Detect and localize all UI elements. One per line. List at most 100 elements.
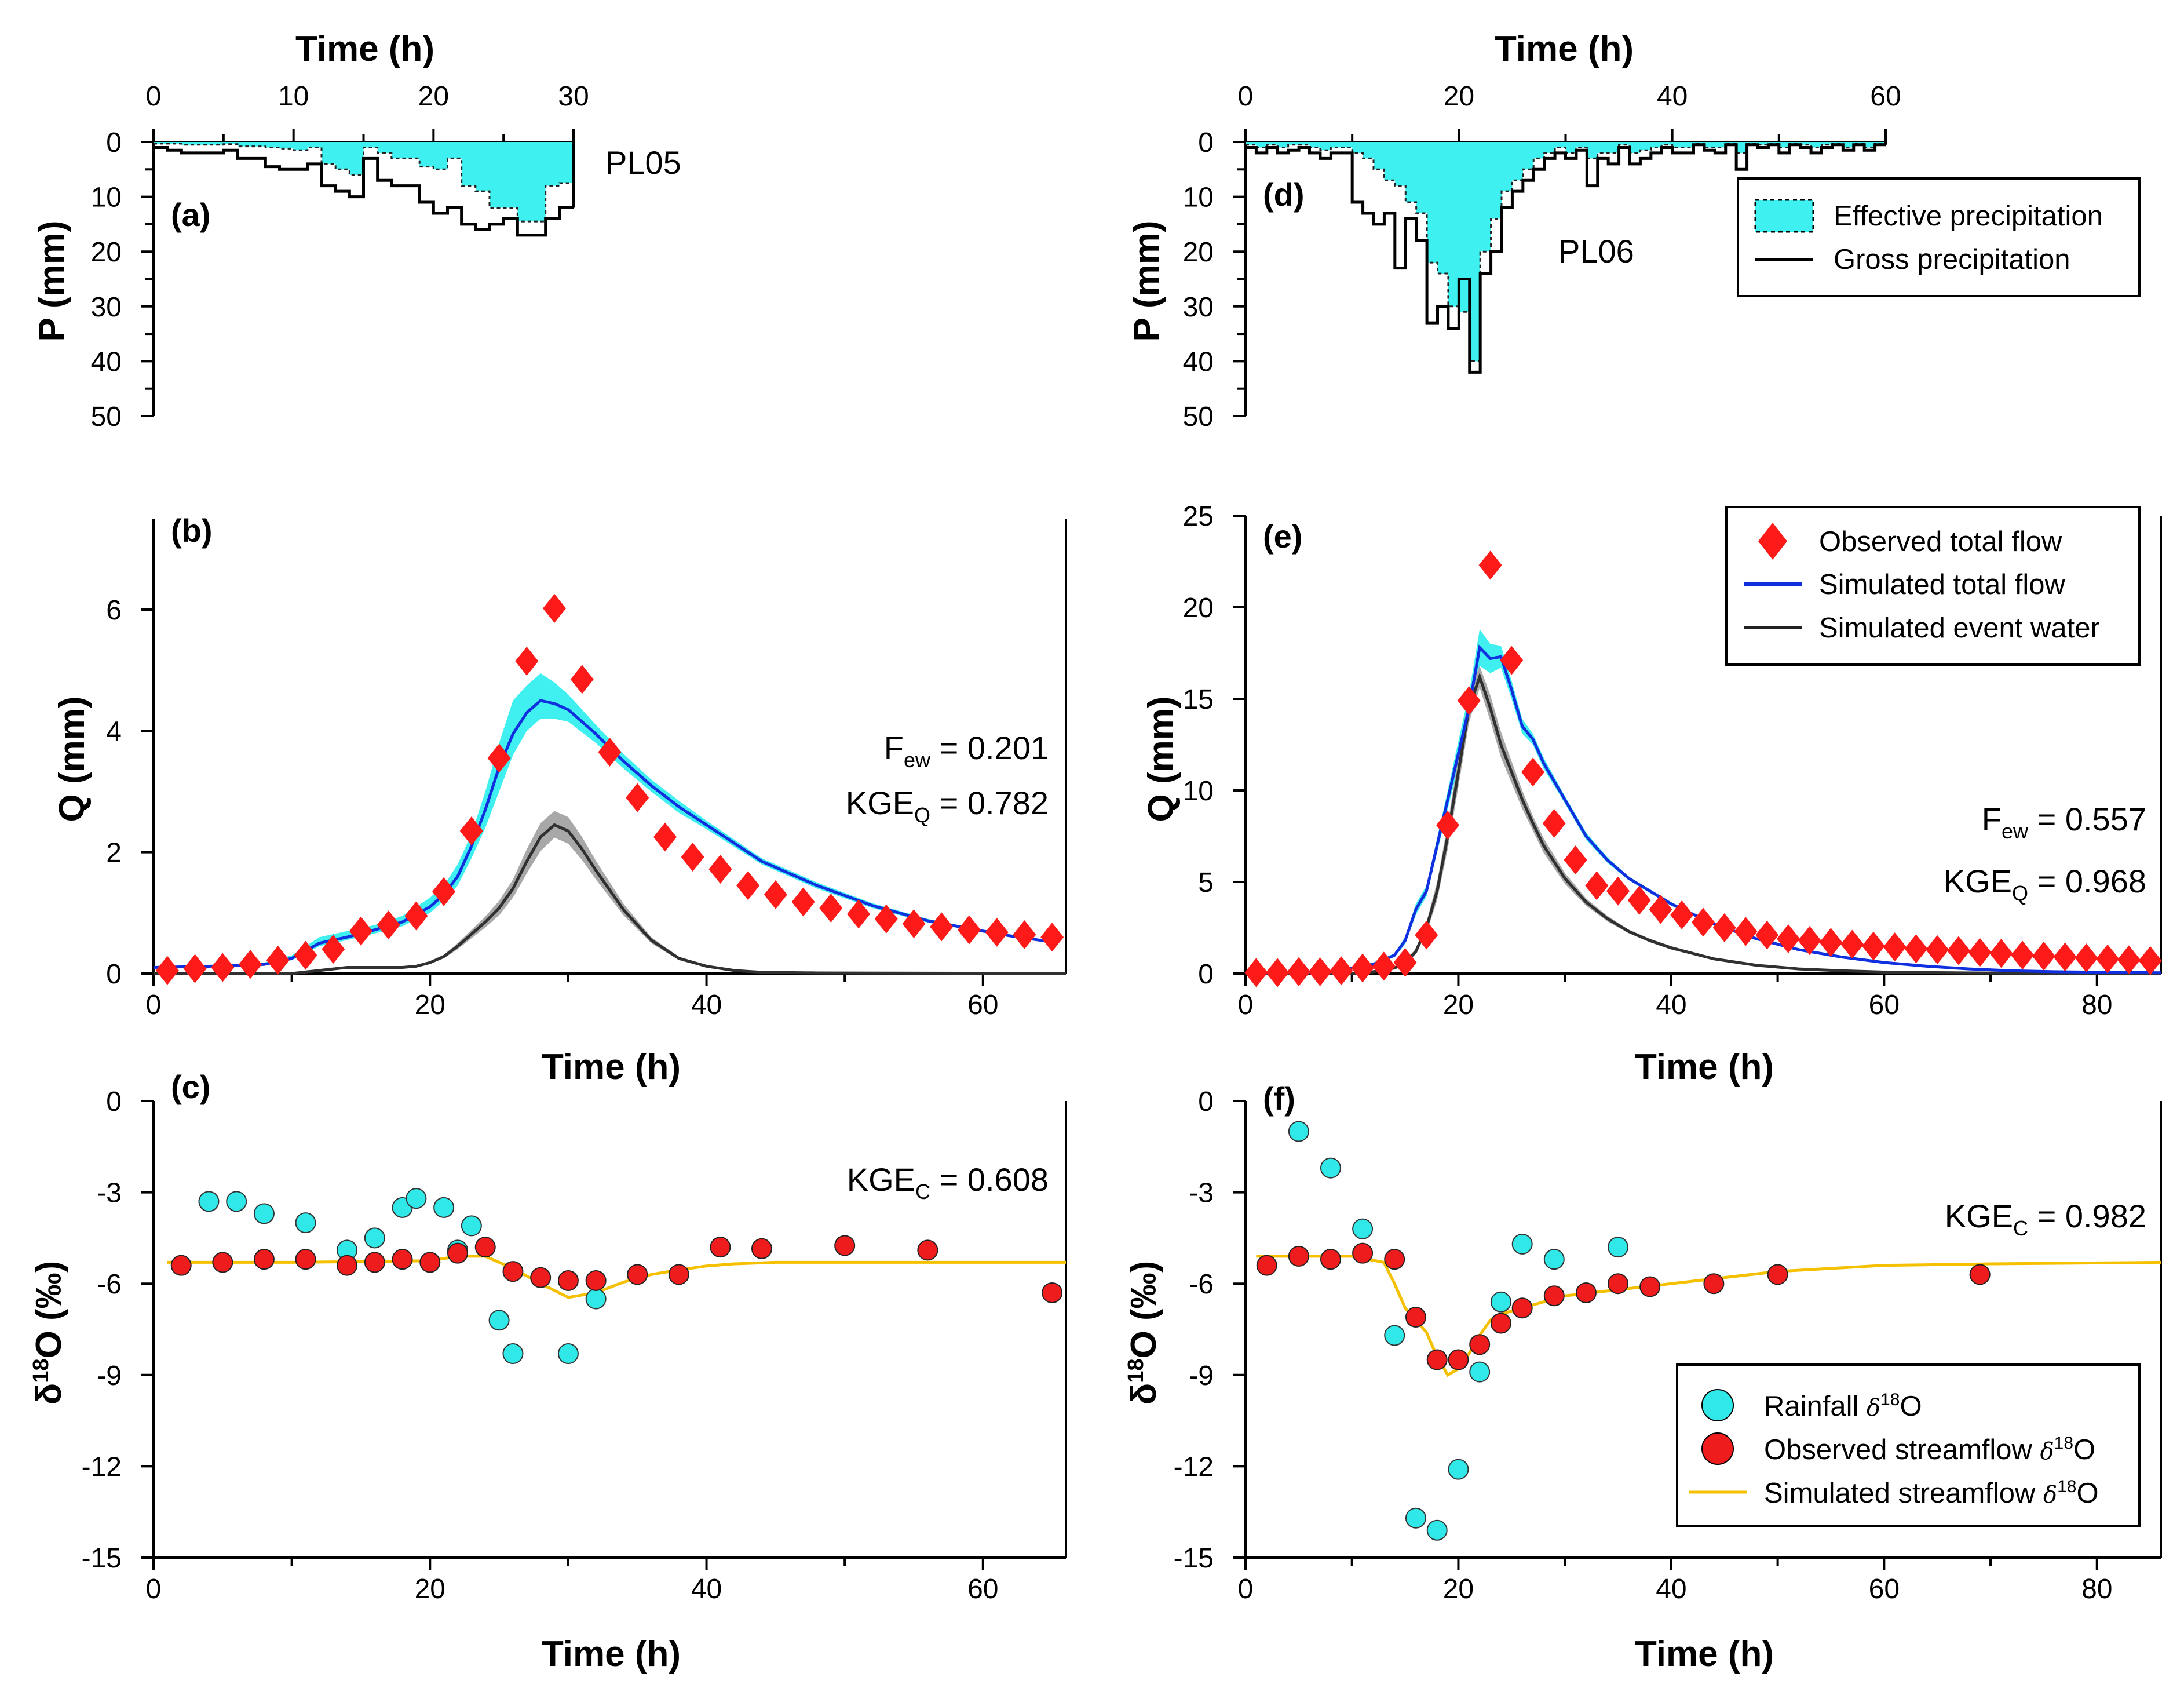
kge-c-symbol-c: KGE [847, 1161, 915, 1198]
observed-d18o-point-f [1969, 1264, 1991, 1285]
x-tick-label-e: 60 [1869, 990, 1900, 1020]
rainfall-d18o-point-c [253, 1203, 275, 1224]
y-axis-title-b: Q (mm) [52, 697, 92, 822]
observed-d18o-point-f [1490, 1313, 1511, 1334]
effective-precip-outline-a [154, 143, 574, 223]
event-label-pl06: PL06 [1558, 233, 1634, 269]
legend-sim-event-label: Simulated event water [1819, 613, 2100, 644]
observed-flow-point-e [1372, 951, 1396, 981]
isotope-series-f [1256, 1121, 2161, 1541]
sim-event-line-b [154, 823, 1067, 975]
observed-flow-point-e [1946, 936, 1970, 965]
observed-flow-point-e [1606, 876, 1630, 906]
y-tick-label-e: 5 [1198, 867, 1214, 898]
gross-precip-line-a [154, 145, 574, 237]
observed-d18o-point-f [1608, 1273, 1629, 1295]
observed-d18o-point-c [557, 1270, 579, 1291]
y-tick-label-c: -3 [97, 1178, 122, 1209]
observed-flow-point-e [1457, 686, 1481, 716]
sim-total-uncertainty-band-b [154, 673, 1053, 969]
x-tick-label-c: 40 [691, 1574, 722, 1605]
observed-d18o-point-f [1352, 1242, 1374, 1264]
y-tick-label-c: -12 [82, 1452, 122, 1482]
y-tick-label-a: 30 [91, 292, 122, 323]
observed-flow-point-b [819, 893, 843, 923]
kge-c-value-c: = 0.608 [930, 1161, 1049, 1198]
axes-e: 0 20 40 60 80 0 5 10 15 20 25 [1183, 501, 2162, 1020]
observed-flow-point-e [2011, 940, 2035, 970]
observed-flow-point-b [847, 899, 871, 929]
legend-observed-d18o-marker [1701, 1432, 1734, 1465]
x-tick-label-c: 0 [146, 1574, 162, 1605]
observed-flow-point-b [404, 901, 428, 931]
y-tick-label-a: 40 [91, 347, 122, 377]
y-axis-title-f-rest: O (‰) [1124, 1261, 1164, 1359]
x-tick-label-f: 20 [1443, 1574, 1474, 1605]
y-tick-label-a: 10 [91, 183, 122, 213]
kge-c-value-f: = 0.982 [2028, 1198, 2146, 1234]
observed-d18o-point-f [1469, 1334, 1491, 1355]
x-tick-label-f: 80 [2081, 1574, 2112, 1605]
y-tick-label-e: 25 [1183, 501, 1214, 532]
kge-q-subscript-e: Q [2012, 881, 2028, 905]
rainfall-d18o-point-c [502, 1343, 524, 1365]
kge-c-annotation-f: KGEC = 0.982 [1945, 1198, 2146, 1240]
legend-observed-delta: δ [2040, 1438, 2054, 1465]
observed-flow-point-e [2117, 945, 2141, 975]
observed-flow-point-e [1308, 957, 1332, 986]
y-tick-label-f: -3 [1189, 1178, 1214, 1209]
y-axis-title-c-sup: 18 [29, 1358, 53, 1383]
x-tick-label-b: 20 [415, 990, 445, 1020]
panel-f: Time (h) δ18O (‰) (f) KGEC = 0.982 Rainf… [1124, 1080, 2146, 1674]
panel-label-c: (c) [171, 1069, 210, 1105]
legend-rainfall-o: O [1900, 1391, 1922, 1422]
observed-d18o-point-c [710, 1237, 731, 1258]
y-tick-label-e: 20 [1183, 593, 1214, 624]
observed-flow-point-b [708, 854, 732, 884]
observed-d18o-point-f [1256, 1255, 1277, 1276]
observed-d18o-point-f [1288, 1245, 1309, 1267]
rainfall-d18o-point-f [1490, 1291, 1511, 1313]
y-tick-label-b: 4 [106, 716, 122, 747]
observed-flow-point-e [1798, 926, 1821, 956]
kge-q-symbol-e: KGE [1944, 863, 2012, 899]
rainfall-d18o-point-c [406, 1188, 427, 1209]
legend-sim-total-label: Simulated total flow [1819, 569, 2065, 600]
x-tick-label-b: 40 [691, 990, 722, 1020]
rainfall-d18o-point-c [433, 1197, 455, 1218]
observed-flow-point-b [266, 945, 290, 975]
isotope-series-c [167, 1188, 1066, 1365]
y-axis-title-e: Q (mm) [1141, 697, 1181, 822]
legend-simulated-sup: 18 [2057, 1477, 2076, 1496]
observed-flow-point-b [930, 912, 954, 942]
x-tick-label-f: 0 [1238, 1574, 1254, 1605]
rainfall-d18o-point-c [585, 1288, 607, 1310]
observed-d18o-point-c [668, 1264, 689, 1285]
rainfall-d18o-point-f [1288, 1121, 1309, 1142]
observed-flow-point-b [626, 783, 649, 812]
legend-effective-label: Effective precipitation [1834, 200, 2103, 232]
x-tick-label-a: 10 [278, 81, 309, 112]
rainfall-d18o-point-f [1469, 1361, 1491, 1383]
observed-flow-point-e [1883, 932, 1907, 962]
observed-d18o-point-c [585, 1270, 607, 1291]
x-tick-label-f: 40 [1656, 1574, 1686, 1605]
axes-f: 0 20 40 60 80 0 -3 -6 -9 -12 -15 [1174, 1087, 2162, 1605]
legend-rainfall-word: Rainfall [1764, 1391, 1867, 1422]
few-annotation-e: Few = 0.557 [1982, 801, 2146, 843]
panel-b: Time (h) Q (mm) (b) Few = 0.201 KGEQ = 0… [52, 512, 1049, 1087]
rainfall-d18o-point-f [1511, 1233, 1533, 1255]
axes-c: 0 20 40 60 0 -3 -6 -9 -12 -15 [82, 1087, 1067, 1605]
y-tick-label-b: 2 [106, 838, 122, 869]
rainfall-d18o-point-f [1352, 1218, 1374, 1239]
x-axis-title-e: Time (h) [1635, 1047, 1774, 1087]
observed-d18o-point-c [364, 1252, 385, 1273]
kge-q-subscript-b: Q [914, 803, 930, 827]
observed-flow-point-b [902, 909, 926, 939]
kge-c-symbol-f: KGE [1945, 1198, 2013, 1234]
x-axis-title-d: Time (h) [1495, 29, 1634, 69]
rainfall-d18o-point-c [226, 1191, 247, 1212]
observed-flow-point-e [1734, 917, 1758, 946]
observed-d18o-point-c [253, 1249, 275, 1270]
observed-flow-point-e [1351, 953, 1375, 983]
